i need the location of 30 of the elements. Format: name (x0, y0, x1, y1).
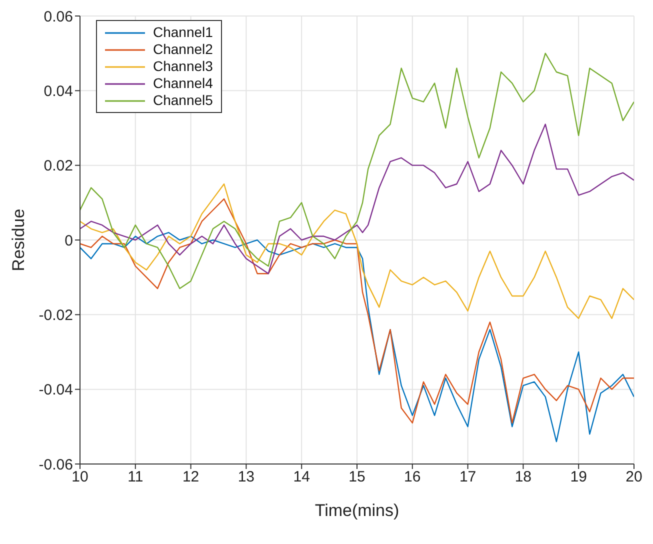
x-tick-label: 20 (626, 468, 642, 486)
x-tick-label: 16 (404, 468, 421, 486)
line-series (80, 124, 634, 274)
legend-label: Channel3 (153, 58, 213, 75)
line-series (80, 183, 634, 319)
legend-label: Channel1 (153, 24, 213, 41)
legend-label: Channel5 (153, 92, 213, 109)
line-series (80, 198, 634, 424)
x-tick-label: 10 (72, 468, 88, 486)
line-series (80, 52, 634, 290)
x-tick-label: 11 (128, 468, 144, 486)
legend-label: Channel2 (153, 41, 213, 58)
y-axis-title: Residue (9, 208, 28, 272)
y-tick-label: -0.06 (38, 456, 73, 474)
y-tick-label: 0.04 (44, 82, 73, 100)
y-tick-label: 0.06 (44, 8, 73, 26)
y-tick-label: -0.04 (38, 382, 73, 399)
x-tick-label: 18 (514, 468, 532, 486)
x-tick-label: 14 (293, 468, 310, 486)
legend-label: Channel4 (153, 75, 213, 92)
line-series (80, 232, 634, 442)
x-tick-label: 15 (348, 468, 366, 486)
y-tick-label: 0 (64, 232, 73, 250)
y-tick-label: -0.02 (38, 306, 73, 324)
x-tick-label: 13 (238, 468, 255, 486)
x-axis-title: Time(mins) (314, 501, 400, 520)
x-tick-label: 19 (570, 468, 587, 486)
x-tick-label: 17 (459, 468, 476, 486)
x-tick-label: 12 (182, 468, 200, 486)
y-tick-label: 0.02 (44, 158, 73, 175)
